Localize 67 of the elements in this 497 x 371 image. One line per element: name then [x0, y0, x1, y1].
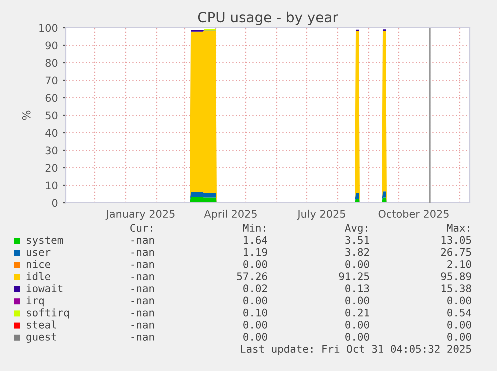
- y-tick-label: 40: [46, 129, 58, 138]
- chart-title: CPU usage - by year: [198, 12, 338, 26]
- legend-label: user: [26, 250, 51, 256]
- text: -nan: [132, 274, 154, 280]
- text: 0.00: [244, 333, 268, 341]
- legend-label: nice: [26, 260, 50, 268]
- text: 0.00: [448, 333, 472, 341]
- text: Max:: [447, 224, 470, 232]
- y-tick-label: 60: [46, 94, 58, 102]
- x-tick-label: April 2025: [204, 210, 257, 220]
- legend-label: guest: [26, 333, 56, 343]
- legend-label: system: [27, 236, 64, 246]
- y-tick-label: 70: [46, 76, 58, 85]
- text: 26.75: [441, 248, 472, 256]
- text: 3.82: [346, 248, 370, 256]
- text: -nan: [132, 322, 154, 329]
- text: 0.10: [244, 308, 268, 317]
- text: -nan: [132, 250, 154, 256]
- text: -nan: [132, 334, 154, 341]
- text: 1.64: [244, 236, 268, 244]
- y-tick-label: 0: [52, 199, 58, 208]
- y-tick-label: 10: [46, 182, 58, 190]
- text: 1.19: [244, 248, 268, 256]
- y-axis-title: %: [22, 110, 31, 120]
- text: 15.38: [442, 284, 472, 293]
- text: 0.00: [244, 260, 268, 268]
- text: 0.00: [346, 333, 370, 341]
- x-tick-label: July 2025: [297, 210, 346, 220]
- text: Last update: Fri Oct 31 04:05:32 2025: [241, 344, 472, 356]
- text: -nan: [132, 310, 154, 317]
- text: -nan: [132, 298, 154, 305]
- text: Cur:: [130, 224, 152, 232]
- text: 95.89: [441, 272, 472, 280]
- text: 13.05: [442, 236, 472, 244]
- text: 0.00: [346, 260, 370, 268]
- text: 0.02: [244, 284, 268, 293]
- text: -nan: [132, 238, 154, 244]
- legend-label: irq: [26, 296, 44, 307]
- text: 0.00: [244, 296, 268, 305]
- text: 2.10: [448, 260, 472, 268]
- text: Avg:: [345, 224, 368, 234]
- legend-label: steal: [27, 320, 56, 329]
- text: -nan: [132, 262, 154, 268]
- y-tick-label: 100: [40, 24, 58, 32]
- text: Min:: [243, 224, 266, 232]
- x-tick-label: January 2025: [106, 210, 175, 220]
- y-tick-label: 80: [46, 59, 58, 68]
- legend-label: iowait: [26, 284, 63, 293]
- text: 0.21: [346, 308, 370, 317]
- text: 0.13: [346, 284, 370, 293]
- x-tick-label: October 2025: [378, 210, 449, 218]
- text: 0.00: [346, 296, 370, 305]
- text: 91.25: [339, 272, 370, 280]
- text: 0.00: [244, 320, 268, 329]
- text: 3.51: [346, 236, 370, 244]
- text: 0.54: [448, 308, 472, 317]
- text: 0.00: [346, 320, 370, 329]
- text: 0.00: [448, 296, 472, 305]
- y-tick-label: 90: [46, 42, 58, 50]
- text: 57.26: [237, 272, 268, 280]
- legend-label: softirq: [27, 308, 69, 319]
- y-tick-label: 20: [46, 164, 58, 172]
- legend-label: idle: [26, 272, 50, 280]
- text: 0.00: [448, 320, 472, 329]
- text: -nan: [132, 286, 154, 293]
- y-tick-label: 30: [46, 146, 58, 155]
- y-tick-label: 50: [46, 112, 58, 120]
